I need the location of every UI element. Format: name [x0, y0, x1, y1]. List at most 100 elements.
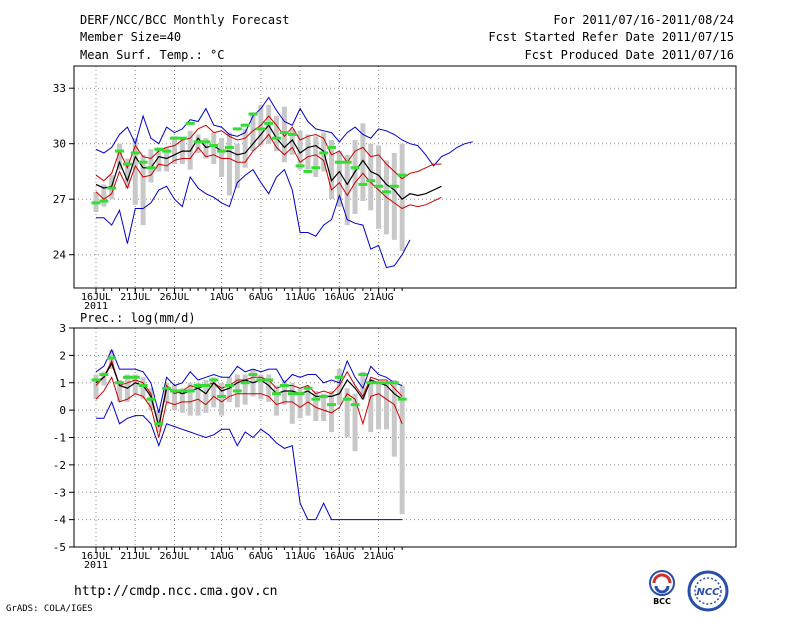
prec-ytick-label: -3 [53, 486, 66, 499]
prec-spread-box [187, 382, 193, 416]
prec-frame [73, 327, 737, 548]
temp-spread-box [140, 154, 146, 226]
temp-spread-box [344, 154, 350, 226]
temp-spread-box [399, 143, 405, 251]
bcc-logo-text: BCC [653, 597, 671, 606]
temp-upper-line [95, 115, 442, 182]
prec-spread-box [211, 377, 217, 408]
temp-spread-box [329, 140, 334, 200]
prec-spread-box [258, 374, 264, 400]
prec-spread-box [179, 388, 185, 413]
temp-spread-box [336, 151, 342, 207]
prec-spread-box [321, 393, 327, 422]
ncc-logo-text: NCC [696, 587, 720, 598]
member-size-label: Member Size=40 [80, 30, 182, 44]
temp-spread-box [195, 134, 201, 153]
prec-year-label: 2011 [84, 560, 108, 571]
forecast-period-label: For 2011/07/16-2011/08/24 [553, 13, 734, 27]
temp-spread-box [226, 132, 232, 196]
prec-spread-box [399, 385, 405, 515]
source-url[interactable]: http://cmdp.ncc.cma.gov.cn [74, 584, 278, 599]
prec-ytick-label: 3 [59, 322, 66, 335]
temp-spread-box [132, 138, 138, 205]
prec-xtick-label: 11AUG [285, 551, 315, 562]
temp-spread-box [101, 184, 107, 207]
prec-min-line [96, 400, 403, 521]
variable-label: Mean Surf. Temp.: °C [80, 48, 225, 62]
prec-spread-box [140, 377, 146, 400]
prec-spread-box [391, 380, 397, 457]
prec-xtick-label: 16JUL [81, 551, 111, 562]
prec-spread-box [344, 388, 350, 438]
prec-ytick-label: 1 [59, 377, 66, 390]
produced-date-label: Fcst Produced Date 2011/07/16 [524, 48, 734, 62]
prec-max-line [95, 348, 403, 414]
temp-ytick-label: 24 [53, 249, 67, 262]
temp-spread-box [117, 143, 123, 170]
prec-spread-box [266, 374, 272, 402]
prec-panel: -5 -4 -3 -2 -1 0 1 2 3 16JUL 21JUL 26JUL 1AUG 6AUG 11A… [53, 322, 737, 571]
prec-xtick-label: 21AUG [364, 551, 394, 562]
start-date-label: Fcst Started Refer Date 2011/07/15 [488, 30, 734, 44]
prec-ytick-label: -4 [53, 514, 67, 527]
prec-spread-box [219, 382, 225, 416]
prec-spread-box [313, 390, 319, 422]
prec-spread-box [132, 374, 138, 394]
temp-spread-box [274, 115, 280, 152]
temp-spread-box [360, 123, 366, 202]
temp-spread-box [124, 158, 130, 189]
temp-spread-box [211, 132, 217, 165]
temp-frame [73, 65, 737, 289]
temp-spread-box [172, 136, 177, 165]
temp-spread-box [368, 143, 374, 211]
temp-panel: 24 27 30 33 16JUL 21JUL 26JUL 1AUG 6AUG 11AUG 16AU… [53, 65, 737, 312]
prec-spread-box [172, 385, 177, 411]
prec-xtick-label: 26JUL [159, 551, 189, 562]
prec-spread-box [203, 380, 209, 413]
temp-spread-box [391, 152, 397, 240]
prec-lower-line [95, 376, 403, 438]
prec-upper-line [95, 359, 403, 427]
temp-max-line [95, 96, 473, 167]
temp-ytick-label: 27 [53, 193, 66, 206]
temp-ytick-label: 30 [53, 138, 66, 151]
prec-ytick-label: 2 [59, 349, 66, 362]
temp-spread-box [250, 112, 256, 152]
prec-spread-box [376, 382, 382, 430]
prec-spread-box [352, 393, 358, 452]
chart-title: DERF/NCC/BCC Monthly Forecast [80, 13, 290, 27]
prec-spread-box [336, 369, 342, 405]
prec-spread-box [289, 382, 295, 424]
temp-spread-box [305, 134, 311, 170]
temp-spread-box [289, 128, 295, 155]
temp-spread-box [148, 149, 154, 183]
prec-spread-box [226, 377, 232, 402]
prec-ytick-label: -5 [53, 541, 66, 554]
temp-spread-box [203, 138, 209, 159]
prec-ytick-label: -2 [53, 459, 66, 472]
prec-spread-box [281, 380, 287, 405]
prec-spread-box [297, 388, 303, 419]
prec-spread-box [383, 382, 389, 430]
prec-xtick-label: 1AUG [210, 551, 234, 562]
temp-xtick-label: 6AUG [249, 292, 273, 303]
temp-spread-box [281, 106, 287, 163]
prec-spread-box [117, 380, 123, 402]
prec-spread-box [274, 385, 280, 416]
prec-xtick-label: 6AUG [249, 551, 273, 562]
temp-spread-box [242, 128, 248, 168]
prec-xtick-label: 21JUL [120, 551, 150, 562]
prec-spread-box [93, 374, 99, 400]
temp-xtick-label: 26JUL [159, 292, 189, 303]
prec-xtick-label: 16AUG [324, 551, 354, 562]
prec-spread-box [164, 382, 170, 402]
temp-xtick-label: 16AUG [324, 292, 354, 303]
prec-spread-box [305, 385, 311, 416]
temp-spread-box [297, 130, 303, 170]
temp-spread-box [352, 140, 358, 214]
temp-spread-box [313, 136, 319, 177]
prec-ytick-label: -1 [53, 432, 66, 445]
precip-plot-label: Prec.: log(mm/d) [80, 311, 196, 325]
temp-spread-box [219, 138, 225, 177]
